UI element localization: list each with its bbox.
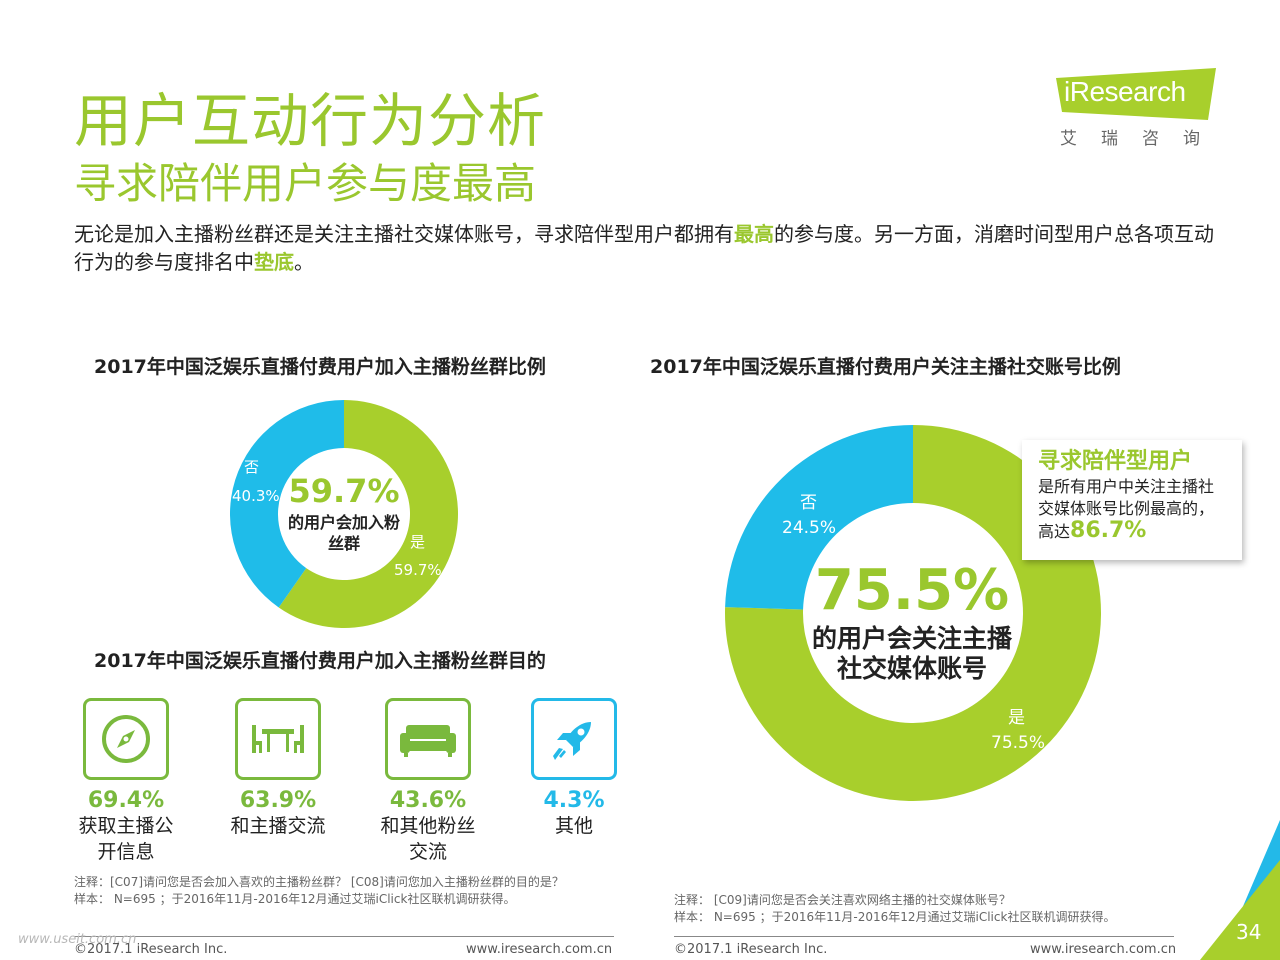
note-right-text: 注释： [C09]请问您是否会关注喜欢网络主播的社交媒体账号？ [674, 893, 1011, 907]
purpose-icon-box [83, 698, 169, 780]
logo-text: iResearch [1064, 76, 1186, 107]
donut1-no-value: 40.3% [232, 487, 280, 505]
footer-copyright-right: ©2017.1 iResearch Inc. [674, 942, 828, 957]
donut1-center-text: 的用户会加入粉丝群 [287, 513, 400, 553]
donut2-yes-value: 75.5% [991, 733, 1046, 753]
desc-text-2: 的参与度。另一方面，消磨时间型用户总各项互动行为的参与度排名中 [74, 222, 1214, 274]
purpose-icon-box [531, 698, 617, 780]
purpose-icon-box [385, 698, 471, 780]
desc-text-1: 无论是加入主播粉丝群还是关注主播社交媒体账号，寻求陪伴型用户都拥有 [74, 222, 734, 246]
sofa-icon [400, 725, 456, 757]
donut2-center-value: 75.5% [814, 558, 1010, 623]
footer-divider-left [74, 936, 614, 937]
purpose-pct: 43.6% [389, 788, 467, 813]
purpose-item-other: 4.3% 其他 [504, 698, 644, 839]
note-left-sample: 样本： N=695 ；于2016年11月-2016年12月通过艾瑞iClick社… [74, 892, 516, 906]
watermark: www.useit.com.cn [18, 932, 137, 947]
purpose-pct: 69.4% [87, 788, 165, 813]
purpose-item-streamer: 63.9% 和主播交流 [208, 698, 348, 839]
purpose-item-info: 69.4% 获取主播公开信息 [56, 698, 196, 865]
purpose-label: 其他 [554, 815, 593, 837]
donut-slice-否 [725, 425, 913, 610]
social-follow-donut-chart [725, 425, 1101, 801]
purpose-label: 获取主播公开信息 [78, 815, 174, 863]
callout-body-text: 是所有用户中关注主播社交媒体账号比例最高的，高达 [1038, 477, 1215, 541]
rocket-icon [553, 722, 591, 760]
donut2-center-text: 的用户会关注主播社交媒体账号 [812, 624, 1013, 683]
chart-title-fan-group: 2017年中国泛娱乐直播付费用户加入主播粉丝群比例 [94, 356, 546, 378]
purpose-pct: 4.3% [543, 788, 605, 813]
donut2-no-value: 24.5% [782, 518, 837, 538]
footer-url-right[interactable]: www.iresearch.com.cn [1030, 942, 1177, 957]
note-left: 注释：[C07]请问您是否会加入喜欢的主播粉丝群？ [C08]请问您加入主播粉丝… [74, 874, 614, 908]
page-description: 无论是加入主播粉丝群还是关注主播社交媒体账号，寻求陪伴型用户都拥有最高的参与度。… [74, 220, 1224, 276]
footer-url-left[interactable]: www.iresearch.com.cn [466, 942, 613, 957]
donut1-no-category: 否 [244, 458, 260, 476]
logo-banner-icon [1056, 68, 1216, 120]
chart-title-purpose: 2017年中国泛娱乐直播付费用户加入主播粉丝群目的 [94, 650, 546, 672]
purpose-icon-box [235, 698, 321, 780]
callout-title: 寻求陪伴型用户 [1038, 449, 1193, 474]
footer-divider-right [674, 936, 1174, 937]
callout-value: 86.7% [1070, 518, 1147, 543]
note-right: 注释： [C09]请问您是否会关注喜欢网络主播的社交媒体账号？ 样本： N=69… [674, 892, 1194, 926]
purpose-label: 和主播交流 [230, 815, 326, 837]
donut-slice-否 [230, 400, 344, 608]
purpose-pct: 63.9% [239, 788, 317, 813]
note-left-text: 注释：[C07]请问您是否会加入喜欢的主播粉丝群？ [C08]请问您加入主播粉丝… [74, 875, 564, 889]
table-chairs-icon [252, 725, 304, 753]
page-number: 34 [1236, 920, 1262, 944]
purpose-label: 和其他粉丝交流 [380, 815, 476, 863]
corner-decoration-icon [1200, 820, 1280, 960]
logo-chinese-text: 艾瑞咨询 [1060, 129, 1224, 149]
donut2-no-category: 否 [800, 493, 817, 513]
footer-copyright-left: ©2017.1 iResearch Inc. [74, 942, 228, 957]
donut1-center-value: 59.7% [288, 472, 400, 510]
desc-highlight-1: 最高 [734, 222, 774, 246]
purpose-item-fans: 43.6% 和其他粉丝交流 [358, 698, 498, 865]
donut1-yes-category: 是 [410, 533, 426, 551]
chart-title-social-follow: 2017年中国泛娱乐直播付费用户关注主播社交账号比例 [650, 356, 1121, 378]
compass-icon [102, 715, 150, 763]
desc-highlight-2: 垫底 [254, 250, 294, 274]
page-subtitle: 寻求陪伴用户参与度最高 [74, 159, 537, 208]
callout-body: 是所有用户中关注主播社交媒体账号比例最高的，高达86.7% [1038, 476, 1228, 543]
fan-group-donut-chart [230, 400, 458, 628]
page-title: 用户互动行为分析 [74, 87, 547, 155]
donut-slice-是 [278, 400, 458, 628]
iresearch-logo: iResearch 艾瑞咨询 [1056, 68, 1226, 152]
desc-text-3: 。 [294, 250, 314, 274]
note-right-sample: 样本： N=695 ；于2016年11月-2016年12月通过艾瑞iClick社… [674, 910, 1116, 924]
donut1-yes-value: 59.7% [394, 561, 442, 579]
companion-user-callout: 寻求陪伴型用户 是所有用户中关注主播社交媒体账号比例最高的，高达86.7% [1022, 440, 1242, 560]
donut-slice-是 [725, 425, 1101, 801]
donut2-yes-category: 是 [1008, 708, 1025, 728]
